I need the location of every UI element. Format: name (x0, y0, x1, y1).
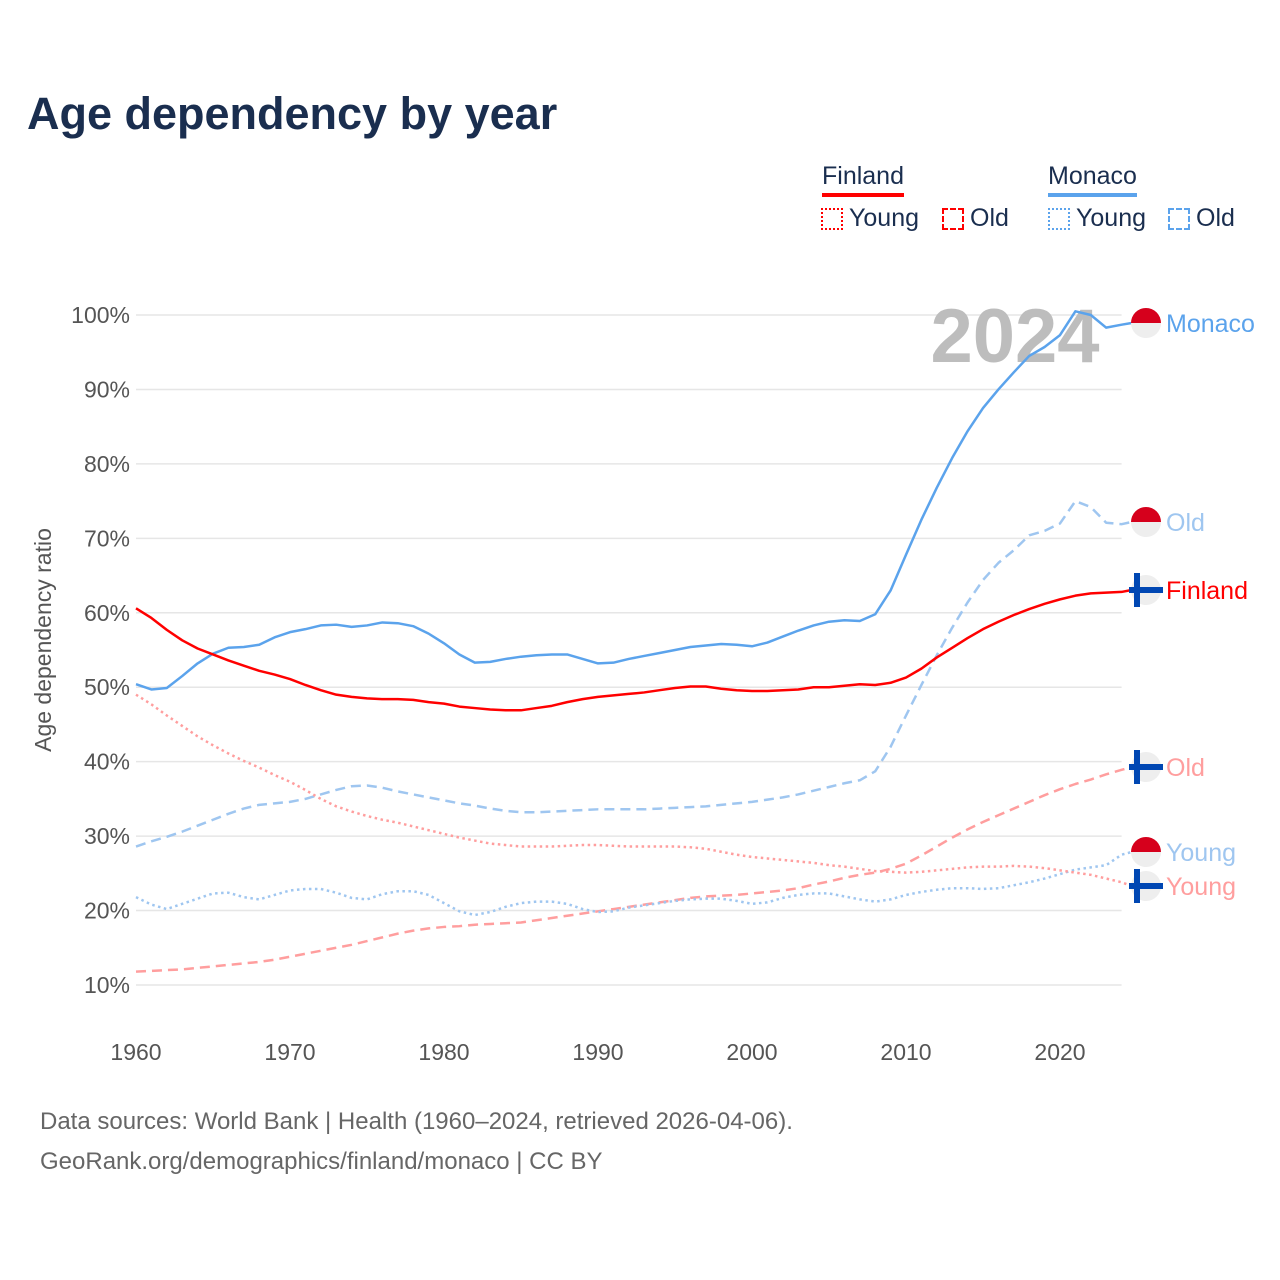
monaco-flag-icon (1131, 507, 1161, 537)
y-axis-title: Age dependency ratio (30, 528, 56, 752)
series-end-label: Old (1166, 754, 1205, 782)
series-end-label: Old (1166, 509, 1205, 537)
y-tick-label: 30% (84, 823, 130, 849)
series-end-label: Young (1166, 873, 1236, 901)
y-tick-label: 90% (84, 376, 130, 402)
finland-flag-icon (1129, 573, 1163, 607)
y-tick-label: 20% (84, 898, 130, 924)
legend-finland-old[interactable]: Old (942, 204, 1009, 233)
x-tick-label: 1980 (418, 1039, 469, 1065)
y-tick-label: 70% (84, 525, 130, 551)
legend-label: Old (970, 204, 1009, 232)
dashed-swatch-icon (942, 207, 964, 230)
legend-finland[interactable]: Finland (822, 162, 904, 197)
series-end-label: Monaco (1166, 310, 1255, 338)
series-line-monaco-old[interactable] (135, 499, 1132, 848)
y-tick-label: 50% (84, 674, 130, 700)
legend-label: Young (849, 204, 919, 232)
finland-flag-icon (1129, 750, 1163, 784)
series-end-label: Finland (1166, 577, 1248, 605)
y-tick-label: 100% (71, 302, 130, 328)
series-line-finland-young[interactable] (135, 693, 1133, 888)
series-end-label: Young (1166, 839, 1236, 867)
legend-finland-young[interactable]: Young (821, 204, 919, 233)
x-tick-label: 1960 (110, 1039, 161, 1065)
legend-label: Old (1196, 204, 1235, 232)
legend-monaco-old[interactable]: Old (1168, 204, 1235, 233)
footer-sources: Data sources: World Bank | Health (1960–… (40, 1108, 793, 1135)
x-tick-label: 2000 (726, 1039, 777, 1065)
monaco-flag-icon (1131, 837, 1161, 867)
dotted-swatch-icon (821, 207, 843, 230)
x-tick-label: 2020 (1034, 1039, 1085, 1065)
series-line-finland-old[interactable] (135, 765, 1132, 973)
y-tick-label: 10% (84, 972, 130, 998)
series-line-finland[interactable] (135, 588, 1132, 712)
footer-attribution[interactable]: GeoRank.org/demographics/finland/monaco … (40, 1148, 603, 1175)
finland-flag-icon (1129, 869, 1163, 903)
x-tick-label: 2010 (880, 1039, 931, 1065)
y-tick-label: 60% (84, 600, 130, 626)
year-watermark: 2024 (930, 294, 1099, 379)
legend-monaco-young[interactable]: Young (1048, 204, 1146, 233)
legend-label: Young (1076, 204, 1146, 232)
x-tick-label: 1970 (264, 1039, 315, 1065)
series-line-monaco[interactable] (135, 310, 1132, 691)
dotted-swatch-icon (1048, 207, 1070, 230)
y-tick-label: 80% (84, 451, 130, 477)
monaco-flag-icon (1131, 308, 1161, 338)
chart-title: Age dependency by year (27, 88, 558, 139)
dashed-swatch-icon (1168, 207, 1190, 230)
legend-monaco[interactable]: Monaco (1048, 162, 1137, 197)
y-tick-label: 40% (84, 749, 130, 775)
x-tick-label: 1990 (572, 1039, 623, 1065)
